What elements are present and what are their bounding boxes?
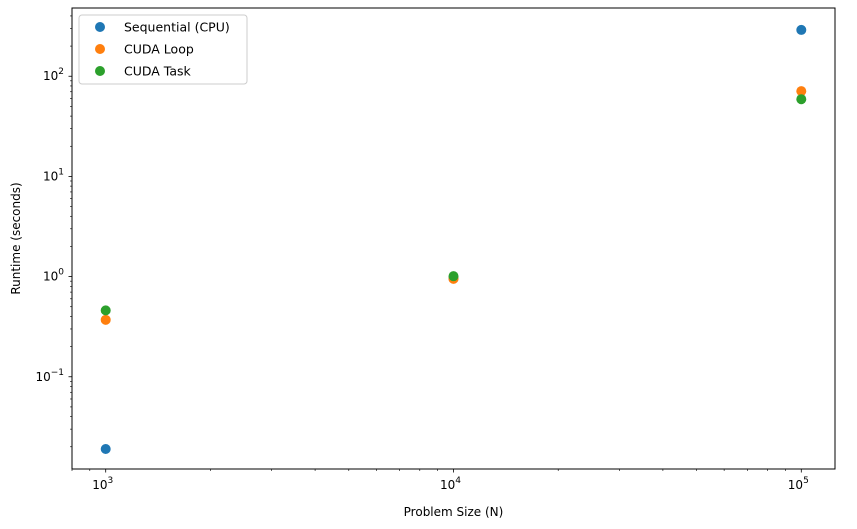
legend-label-sequential: Sequential (CPU)	[124, 20, 230, 35]
legend-box	[78, 14, 248, 85]
y-tick-label: 102	[43, 67, 64, 83]
legend-marker-cuda-task	[95, 66, 105, 76]
y-axis-label: Runtime (seconds)	[9, 182, 23, 294]
data-point-cuda-task	[796, 94, 807, 105]
legend-marker-cuda-loop	[95, 44, 105, 54]
data-point-sequential-cpu	[796, 24, 807, 35]
plot-frame	[71, 7, 836, 470]
y-axis-ticks: 10−1 100 101 102	[35, 67, 72, 384]
legend-label-cuda-task: CUDA Task	[124, 64, 192, 79]
legend-label-cuda-loop: CUDA Loop	[124, 42, 194, 57]
legend-marker-sequential	[95, 22, 105, 32]
data-point-cuda-task	[100, 305, 111, 316]
x-tick-label: 104	[440, 476, 461, 492]
data-point-cuda-loop	[796, 86, 807, 97]
data-point-cuda-task	[448, 271, 459, 282]
y-tick-label: 10−1	[35, 368, 64, 384]
x-axis-ticks: 103 104 105	[92, 469, 809, 492]
x-tick-label: 105	[788, 476, 809, 492]
data-point-sequential-cpu	[100, 444, 111, 455]
x-tick-label: 103	[92, 476, 113, 492]
x-axis-label: Problem Size (N)	[404, 505, 504, 519]
y-tick-label: 100	[43, 268, 64, 284]
data-point-cuda-loop	[100, 314, 111, 325]
y-tick-label: 101	[43, 167, 64, 183]
data-points	[100, 24, 807, 455]
plot-area	[72, 8, 835, 469]
legend: Sequential (CPU) CUDA Loop CUDA Task	[78, 14, 248, 85]
